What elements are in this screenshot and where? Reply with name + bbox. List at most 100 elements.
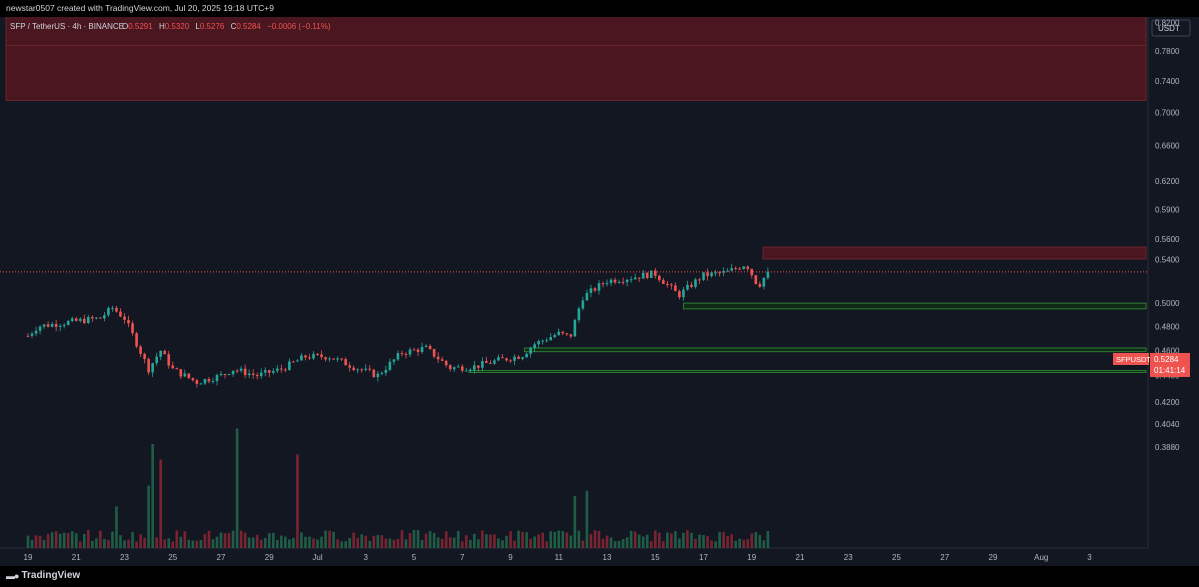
candle-body <box>127 319 130 324</box>
volume-bar <box>432 533 436 548</box>
volume-bar <box>82 534 86 548</box>
volume-bar <box>537 534 540 548</box>
volume-bar <box>271 532 275 548</box>
volume-bar <box>517 530 520 548</box>
tradingview-logo[interactable]: ▬● TradingView <box>6 570 80 581</box>
candle-body <box>440 359 444 361</box>
candle-body <box>360 369 364 371</box>
volume-bar <box>280 535 283 548</box>
candle-body <box>396 353 400 360</box>
candle-body <box>521 357 524 359</box>
candle-body <box>115 307 118 312</box>
volume-bar <box>529 538 532 548</box>
volume-bar <box>380 535 384 548</box>
volume-bar <box>420 540 424 548</box>
volume-bar <box>690 532 693 548</box>
candle-body <box>561 331 565 334</box>
candle-body <box>662 280 665 284</box>
volume-bar <box>493 534 496 548</box>
volume-bar <box>722 532 725 548</box>
volume-bar <box>215 536 219 548</box>
candle-body <box>613 279 617 283</box>
candle-body <box>30 333 34 336</box>
candle-body <box>682 289 685 298</box>
volume-bar <box>762 540 766 548</box>
candle-body <box>420 346 424 352</box>
volume-bar <box>231 530 235 548</box>
volume-bar <box>501 540 504 548</box>
candle-body <box>139 346 142 354</box>
candle-body <box>621 281 625 283</box>
volume-bar <box>147 485 150 548</box>
candle-body <box>46 324 50 327</box>
price-tick: 0.7400 <box>1155 77 1180 86</box>
volume-bar <box>292 538 295 548</box>
volume-bar <box>436 537 440 548</box>
candle-body <box>585 292 589 301</box>
volume-bar <box>34 535 38 548</box>
price-chart[interactable]: SFP / TetherUS · 4h · BINANCE O0.5291 H0… <box>0 17 1199 566</box>
volume-bar <box>497 538 500 548</box>
volume-bar <box>175 530 179 548</box>
candle-body <box>175 368 179 370</box>
candle-body <box>312 353 315 359</box>
candle-body <box>155 356 158 364</box>
volume-bar <box>629 530 633 548</box>
volume-bar <box>645 534 649 548</box>
candle-body <box>710 272 713 277</box>
resistance-zone <box>762 246 1147 260</box>
candle-body <box>750 268 754 276</box>
candle-body <box>545 340 549 342</box>
currency-button[interactable] <box>1151 19 1191 37</box>
volume-bar <box>227 532 231 548</box>
candle-body <box>718 272 721 274</box>
volume-bar <box>549 531 553 548</box>
volume-bar <box>95 538 98 548</box>
time-tick: 15 <box>651 553 660 562</box>
candle-body <box>62 324 66 326</box>
candle-body <box>78 318 82 321</box>
candle-body <box>151 363 154 373</box>
candle-body <box>231 370 235 375</box>
legend-symbol: SFP / TetherUS · 4h · BINANCE <box>10 22 124 31</box>
volume-bar <box>424 533 428 548</box>
volume-bar <box>388 538 392 548</box>
price-tick: 0.6200 <box>1155 177 1180 186</box>
volume-bar <box>316 539 319 548</box>
candle-body <box>541 340 544 342</box>
volume-bar <box>99 530 102 548</box>
candle-body <box>436 356 440 360</box>
volume-bar <box>276 539 279 548</box>
volume-bar <box>219 532 223 548</box>
volume-bar <box>754 532 758 548</box>
candle-body <box>601 283 605 285</box>
volume-bar <box>557 530 561 548</box>
time-tick: 17 <box>699 553 708 562</box>
volume-bar <box>296 454 299 548</box>
price-tick: 0.4800 <box>1155 322 1180 331</box>
volume-bar <box>565 532 569 548</box>
support-zone <box>523 347 1147 353</box>
candle-body <box>199 383 203 385</box>
volume-bar <box>255 534 259 548</box>
candle-body <box>380 372 384 374</box>
volume-bar <box>605 535 609 548</box>
creator-line: newstar0507 created with TradingView.com… <box>6 3 274 13</box>
volume-bar <box>207 530 211 548</box>
time-tick: 9 <box>508 553 513 562</box>
price-tick: 0.8200 <box>1155 19 1180 28</box>
volume-bar <box>46 533 50 548</box>
last-price-tag-bg <box>1150 353 1190 377</box>
candle-body <box>408 349 412 355</box>
volume-bar <box>247 537 251 548</box>
candle-body <box>633 277 637 280</box>
candle-body <box>42 324 46 327</box>
currency-label: USDT <box>1158 24 1180 33</box>
volume-bar <box>243 532 247 548</box>
candle-body <box>509 360 512 362</box>
time-tick: 5 <box>412 553 417 562</box>
time-tick: Jul <box>312 553 322 562</box>
candle-body <box>766 271 770 278</box>
volume-bar <box>509 531 512 548</box>
volume-bar <box>191 540 195 548</box>
